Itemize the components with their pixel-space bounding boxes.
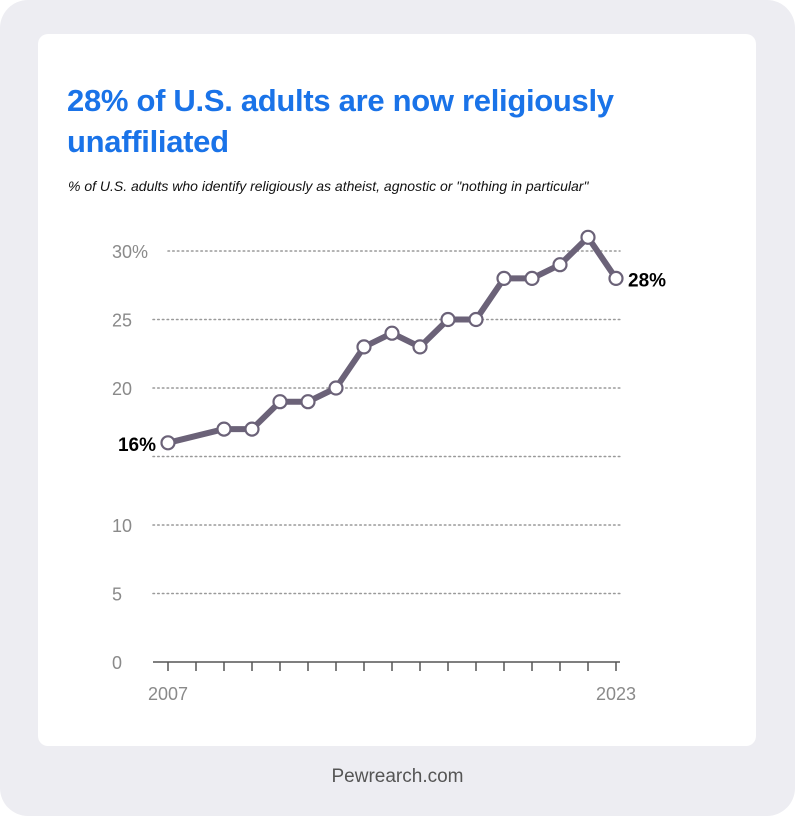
- y-tick-label: 25: [112, 311, 132, 331]
- data-point: [496, 270, 512, 286]
- y-axis-ticks: 0 5 10 20 25 30%: [112, 242, 148, 673]
- y-tick-label: 5: [112, 585, 122, 605]
- data-point: [608, 270, 624, 286]
- data-point: [160, 435, 176, 451]
- end-labels: 16% 28%: [118, 270, 666, 455]
- data-point: [468, 311, 484, 328]
- data-point: [356, 339, 372, 355]
- series-line-path: [167, 234, 619, 446]
- y-tick-label: 10: [112, 516, 132, 536]
- data-point: [384, 325, 400, 341]
- data-point: [244, 421, 260, 437]
- y-tick-label: 0: [112, 653, 122, 673]
- data-point: [272, 394, 288, 410]
- y-tick-label: 30%: [112, 242, 148, 262]
- x-tick-label: 2007: [148, 684, 188, 704]
- x-axis: 2007 2023: [148, 661, 636, 704]
- data-point: [440, 311, 456, 328]
- y-tick-label: 20: [112, 379, 132, 399]
- data-point: [580, 229, 596, 245]
- data-point: [524, 270, 540, 286]
- series-line: [167, 234, 619, 446]
- data-point: [300, 394, 316, 410]
- data-markers: [160, 229, 624, 451]
- end-value-label: 28%: [628, 270, 666, 291]
- data-point: [552, 257, 568, 273]
- data-point: [216, 421, 232, 437]
- source-footer: Pewrearch.com: [331, 766, 464, 787]
- start-value-label: 16%: [118, 435, 156, 456]
- chart-card: [38, 34, 756, 746]
- x-tick-label: 2023: [596, 684, 636, 704]
- gridlines: [152, 250, 621, 595]
- chart-title: 28% of U.S. adults are now religiously u…: [67, 83, 614, 159]
- chart-subtitle: % of U.S. adults who identify religiousl…: [68, 178, 589, 194]
- data-point: [412, 339, 428, 355]
- data-point: [328, 380, 344, 396]
